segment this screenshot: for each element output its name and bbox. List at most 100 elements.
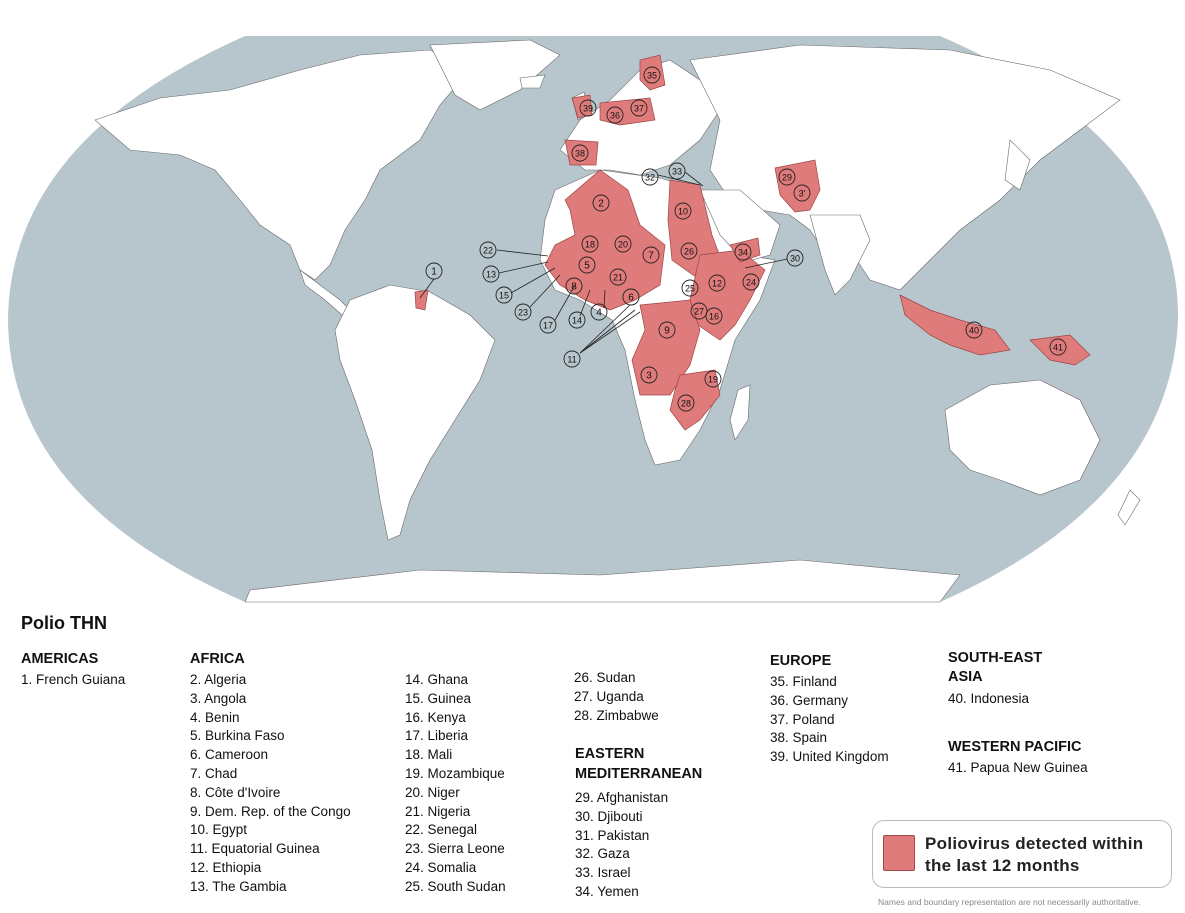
marker-label: 24 bbox=[746, 278, 756, 288]
marker-label: 28 bbox=[681, 399, 691, 409]
marker-label: 39 bbox=[583, 104, 593, 114]
marker-circle bbox=[641, 168, 659, 186]
list-item: 23. Sierra Leone bbox=[405, 841, 505, 857]
marker-circle bbox=[590, 303, 608, 321]
list-africa-col2: 14. Ghana 15. Guinea 16. Kenya 17. Liberia 1… bbox=[405, 671, 506, 897]
marker-label: 9 bbox=[664, 326, 670, 337]
marker-label: 19 bbox=[708, 375, 718, 385]
marker-label: 5 bbox=[584, 261, 590, 272]
list-item: 29. Afghanistan bbox=[575, 790, 669, 805]
marker-label: 1 bbox=[431, 267, 437, 278]
list-americas: 1. French Guiana bbox=[21, 671, 125, 690]
marker-label: 16 bbox=[709, 312, 719, 322]
marker-circle bbox=[579, 99, 597, 117]
marker-circle bbox=[578, 256, 596, 274]
list-item: 15. Guinea bbox=[405, 690, 472, 706]
marker-circle bbox=[495, 286, 513, 304]
marker-label: 14 bbox=[572, 316, 582, 326]
marker-circle bbox=[734, 243, 752, 261]
affected-finland bbox=[639, 54, 666, 91]
marker-label: 18 bbox=[585, 240, 595, 250]
marker-label: 4 bbox=[596, 308, 602, 319]
list-item: 11. Equatorial Guinea bbox=[190, 841, 320, 857]
marker-circle bbox=[786, 249, 804, 267]
list-item: 21. Nigeria bbox=[405, 803, 471, 819]
new-zealand bbox=[1117, 489, 1141, 526]
marker-circle bbox=[793, 184, 811, 202]
marker-circle bbox=[642, 246, 660, 264]
list-item: 5. Burkina Faso bbox=[190, 728, 285, 744]
list-item: 8. Côte d'Ivoire bbox=[190, 784, 281, 800]
marker-circle bbox=[658, 321, 676, 339]
marker-label: 6 bbox=[628, 293, 634, 304]
list-item: 4. Benin bbox=[190, 709, 240, 725]
marker-label: 11 bbox=[567, 355, 576, 365]
legend-key-text: Poliovirus detected within the last 12 m… bbox=[925, 833, 1143, 877]
marker-circle bbox=[592, 194, 610, 212]
marker-circle bbox=[1049, 338, 1067, 356]
marker-circle bbox=[704, 370, 722, 388]
marker-label: 13 bbox=[486, 270, 496, 280]
marker-circle bbox=[778, 168, 796, 186]
marker-circle bbox=[674, 202, 692, 220]
list-item: 28. Zimbabwe bbox=[574, 707, 659, 723]
list-item: 2. Algeria bbox=[190, 672, 247, 687]
iceland bbox=[519, 74, 546, 89]
japan bbox=[1004, 139, 1031, 191]
marker-circle bbox=[565, 277, 583, 295]
marker-circle bbox=[614, 235, 632, 253]
marker-circle bbox=[539, 316, 557, 334]
list-item: 32. Gaza bbox=[575, 846, 630, 862]
list-item: 19. Mozambique bbox=[405, 765, 505, 781]
list-western-pacific: 41. Papua New Guinea bbox=[948, 759, 1088, 778]
list-item: 10. Egypt bbox=[190, 822, 248, 838]
marker-label: 32 bbox=[645, 173, 655, 183]
marker-circle bbox=[568, 311, 586, 329]
marker-label: 26 bbox=[684, 247, 694, 257]
affected-png bbox=[1029, 334, 1091, 366]
list-item: 31. Pakistan bbox=[575, 827, 650, 843]
marker-label: 21 bbox=[613, 273, 623, 283]
marker-label: 40 bbox=[969, 326, 979, 336]
list-item: 18. Mali bbox=[405, 747, 453, 763]
marker-label: 30 bbox=[790, 254, 800, 264]
list-africa-col1: 2. Algeria 3. Angola 4. Benin 5. Burkina Fa… bbox=[190, 671, 351, 897]
affected-west-africa bbox=[544, 169, 666, 311]
list-item: 17. Liberia bbox=[405, 728, 469, 744]
marker-circle bbox=[742, 273, 760, 291]
marker-label: 27 bbox=[694, 307, 704, 317]
list-eastern-mediterranean: 29. Afghanistan 30. Djibouti 31. Pakistan 3… bbox=[575, 789, 668, 902]
list-item: 25. South Sudan bbox=[405, 878, 506, 894]
marker-circle bbox=[606, 106, 624, 124]
marker-label: 41 bbox=[1053, 343, 1063, 353]
region-heading-sea-line1: SOUTH-EAST bbox=[948, 650, 1043, 666]
legend-key: Poliovirus detected within the last 12 m… bbox=[872, 820, 1172, 888]
list-item: 7. Chad bbox=[190, 765, 238, 781]
legend-title: Polio THN bbox=[21, 613, 107, 633]
affected-french-guiana bbox=[414, 289, 429, 311]
marker-circle bbox=[479, 241, 497, 259]
affected-germany-poland bbox=[599, 97, 656, 126]
marker-circle bbox=[677, 394, 695, 412]
list-item: 35. Finland bbox=[770, 674, 837, 689]
marker-label: 12 bbox=[712, 279, 722, 289]
marker-label: 38 bbox=[575, 149, 585, 159]
legend-key-line2: the last 12 months bbox=[925, 856, 1080, 875]
list-item: 24. Somalia bbox=[405, 859, 477, 875]
region-heading-europe: EUROPE bbox=[770, 653, 832, 669]
marker-label: 36 bbox=[610, 111, 620, 121]
list-item: 34. Yemen bbox=[575, 883, 639, 899]
legend-key-line1: Poliovirus detected within bbox=[925, 834, 1144, 853]
marker-label: 7 bbox=[648, 251, 654, 262]
marker-label: 25 bbox=[685, 284, 695, 294]
marker-label: 3 bbox=[646, 371, 652, 382]
marker-label: 33 bbox=[672, 167, 682, 177]
region-heading-western-pacific: WESTERN PACIFIC bbox=[948, 739, 1082, 755]
marker-circle bbox=[581, 235, 599, 253]
marker-label: 8 bbox=[571, 282, 577, 293]
region-heading-eastern-mediterranean-line2: MEDITERRANEAN bbox=[575, 766, 703, 782]
list-item: 6. Cameroon bbox=[190, 747, 269, 763]
disclaimer: Names and boundary representation are no… bbox=[878, 897, 1141, 907]
marker-circle bbox=[571, 144, 589, 162]
south-america bbox=[334, 284, 496, 541]
